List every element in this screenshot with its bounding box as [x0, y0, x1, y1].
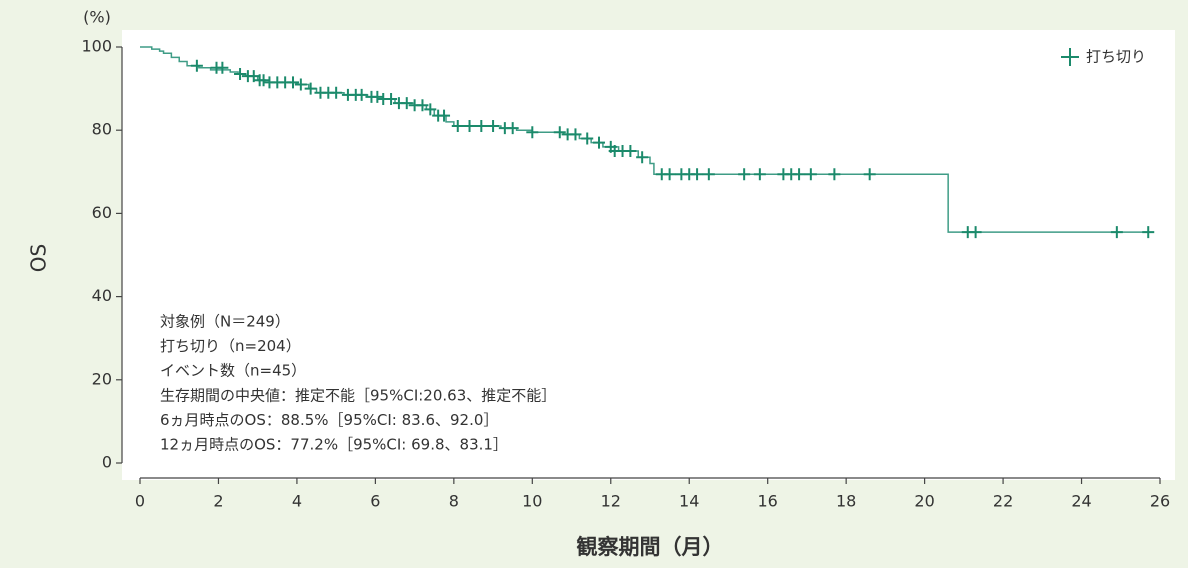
- censor-mark: [624, 145, 637, 157]
- x-tick-label: 4: [292, 492, 302, 511]
- censor-mark: [216, 61, 229, 74]
- censor-mark: [294, 78, 307, 91]
- annotation: 生存期間の中央値：推定不能［95%CI:20.63、推定不能］: [160, 386, 556, 404]
- annotation: イベント数（n=45）: [160, 362, 306, 380]
- censor-mark: [691, 168, 704, 181]
- x-tick-label: 0: [135, 492, 145, 511]
- censor-mark: [1110, 226, 1123, 239]
- x-tick-label: 6: [370, 492, 380, 511]
- censor-mark: [593, 136, 605, 149]
- annotation: 6ヵ月時点のOS：88.5%［95%CI: 83.6、92.0］: [160, 411, 498, 429]
- censor-mark: [581, 132, 594, 145]
- censor-mark: [553, 126, 566, 139]
- censor-mark: [371, 90, 384, 103]
- annotation: 打ち切り（n=204）: [160, 337, 301, 355]
- censor-mark: [1142, 226, 1155, 239]
- x-tick-label: 16: [758, 492, 778, 511]
- censor-mark: [663, 168, 676, 181]
- x-axis-label: 観察期間（月）: [577, 535, 724, 559]
- annotation: 対象例（N＝249）: [160, 313, 290, 331]
- y-tick-label: 60: [92, 203, 112, 222]
- censor-mark: [702, 168, 715, 181]
- censor-mark: [475, 120, 488, 133]
- legend-symbol: [1061, 48, 1079, 66]
- censor-mark: [400, 97, 413, 110]
- censor-mark: [738, 168, 751, 181]
- censor-mark: [463, 120, 476, 133]
- censor-mark: [234, 68, 247, 81]
- x-tick-label: 20: [914, 492, 934, 511]
- x-tick-label: 22: [993, 492, 1013, 511]
- y-tick-label: 0: [102, 453, 112, 472]
- x-tick-label: 26: [1150, 492, 1170, 511]
- legend-label: 打ち切り: [1086, 48, 1146, 66]
- x-tick-label: 14: [679, 492, 699, 511]
- x-tick-label: 18: [836, 492, 856, 511]
- censor-mark: [969, 226, 982, 239]
- y-tick-label: 80: [92, 120, 112, 139]
- censor-mark: [190, 59, 203, 72]
- censor-mark: [793, 168, 806, 181]
- censor-mark: [487, 120, 500, 133]
- censor-mark: [828, 168, 841, 181]
- censor-mark: [804, 168, 817, 181]
- x-tick-label: 10: [522, 492, 542, 511]
- censor-mark: [424, 103, 437, 116]
- censor-mark: [416, 99, 429, 112]
- censor-mark: [304, 82, 317, 95]
- censor-mark: [355, 88, 368, 101]
- y-tick-label: 40: [92, 286, 112, 305]
- y-axis-label: OS: [27, 244, 51, 272]
- censor-mark: [330, 86, 343, 99]
- censor-mark: [438, 109, 451, 122]
- x-tick-label: 2: [213, 492, 223, 511]
- x-tick-label: 12: [601, 492, 621, 511]
- plot-area: [122, 30, 1175, 480]
- censor-mark: [287, 76, 299, 89]
- censor-mark: [526, 126, 539, 139]
- censor-mark: [863, 168, 876, 181]
- censor-mark: [385, 93, 398, 105]
- censor-mark: [257, 74, 270, 87]
- censor-mark: [753, 168, 766, 181]
- censor-mark: [451, 120, 464, 133]
- y-tick-label: 100: [81, 37, 112, 56]
- censor-mark: [636, 151, 649, 164]
- x-tick-label: 8: [449, 492, 459, 511]
- x-tick-label: 24: [1071, 492, 1091, 511]
- y-tick-label: 20: [92, 369, 112, 388]
- y-unit: (%): [83, 8, 111, 27]
- censor-mark: [506, 122, 519, 135]
- censor-mark: [569, 128, 582, 141]
- annotation: 12ヵ月時点のOS：77.2%［95%CI: 69.8、83.1］: [160, 436, 508, 454]
